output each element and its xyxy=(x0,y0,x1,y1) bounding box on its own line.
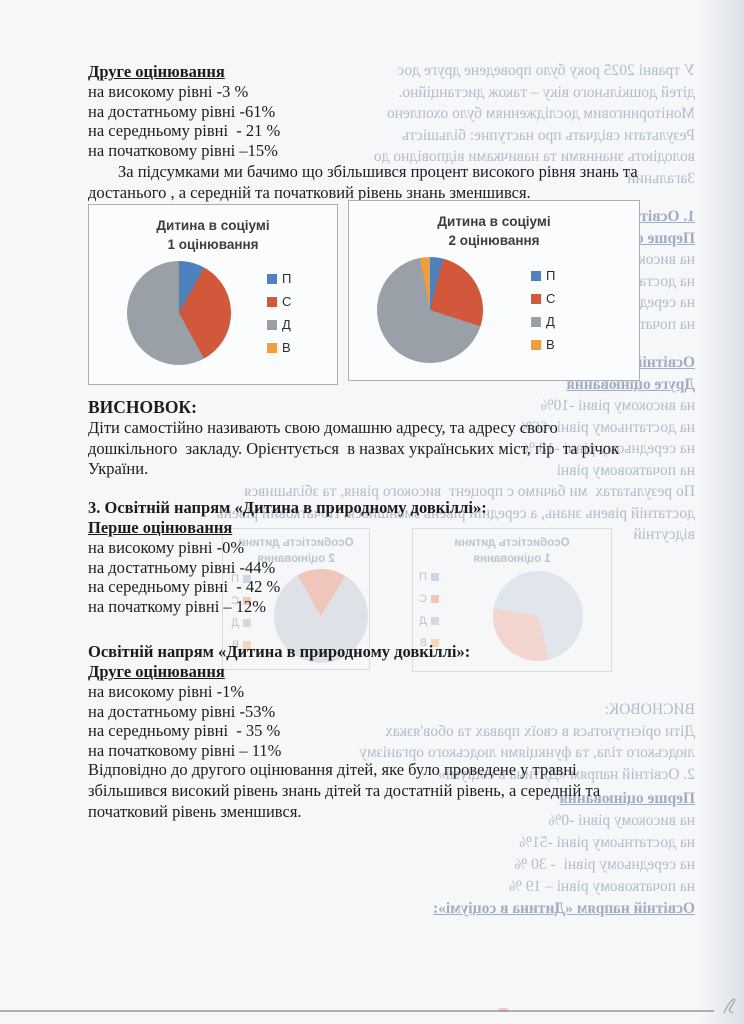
legend-label: П xyxy=(546,268,556,283)
pencil-mark xyxy=(723,998,736,1014)
level-line: на високому рівні -3 % xyxy=(88,82,249,101)
legend-label: В xyxy=(546,337,555,352)
bleed-legend-label: Д xyxy=(231,617,239,629)
final-paragraph: Відповідно до другого оцінювання дітей, … xyxy=(88,760,668,822)
final-line: Відповідно до другого оцінювання дітей, … xyxy=(88,760,577,780)
bleed-legend-label: Д xyxy=(419,615,427,627)
level-list: на високому рівні -0% на достатньому рівн… xyxy=(88,538,668,616)
bleed-legend-item: Д xyxy=(419,615,439,627)
legend-item: В xyxy=(531,337,555,352)
section-nature-second: Освітній напрям «Дитина в природному дов… xyxy=(88,641,668,822)
bleed-line: на середньому рівні - 30 % xyxy=(514,856,695,873)
legend-item: С xyxy=(531,291,555,306)
legend-label: Д xyxy=(282,317,291,332)
bleed-line: на початковому рівні – 19 % xyxy=(508,878,695,895)
bleed-line: Освітній напрям «Дитина в соціумі»: xyxy=(433,900,695,917)
bleed-legend-swatch xyxy=(430,617,439,625)
bleed-pie-chart xyxy=(274,569,368,663)
legend-item: Д xyxy=(267,317,291,332)
level-list: на високому рівні -1% на достатньому рівн… xyxy=(88,682,668,760)
legend-color-swatch xyxy=(531,339,541,350)
chart-title: Дитина в соціумі 1 оцінювання xyxy=(156,218,270,252)
conclusion-heading: ВИСНОВОК: xyxy=(88,397,197,417)
level-list: на високому рівні -3 % на достатньому рів… xyxy=(88,82,668,160)
level-line: на високому рівні -1% xyxy=(88,682,245,701)
scan-bottom-line xyxy=(0,1010,714,1012)
summary-line: достанього , а середній та початковий рі… xyxy=(88,182,531,202)
legend-label: С xyxy=(546,291,556,306)
level-line: на початковому рівні –15% xyxy=(88,140,278,160)
level-line: на початкому рівні – 12% xyxy=(88,596,267,616)
legend-item: С xyxy=(267,294,291,309)
conclusion-line: України. xyxy=(88,459,149,479)
level-line: на достатньому рівні -61% xyxy=(88,101,276,121)
legend-color-swatch xyxy=(267,273,277,284)
pie-chart xyxy=(127,261,231,365)
level-line: на достатньому рівні -53% xyxy=(88,701,276,721)
legend-color-swatch xyxy=(267,296,277,307)
section-nature-first: 3. Освітній напрям «Дитина в природному … xyxy=(88,497,668,616)
bleed-pie-chart xyxy=(493,571,583,661)
heading-nature-domain-2: Освітній напрям «Дитина в природному дов… xyxy=(88,642,471,661)
level-line: на достатньому рівні -44% xyxy=(88,557,276,577)
summary-line: За підсумками ми бачимо що збільшився пр… xyxy=(118,162,638,182)
legend-color-swatch xyxy=(267,319,277,330)
legend-color-swatch xyxy=(531,270,541,281)
bleed-legend-item: Д xyxy=(231,617,251,629)
scan-speck xyxy=(498,1008,508,1012)
pie-chart xyxy=(377,257,483,363)
final-line: збільшився високий рівень знань дітей та… xyxy=(88,780,601,800)
conclusion-line: Діти самостійно називають свою домашню а… xyxy=(88,418,558,437)
legend-label: В xyxy=(282,340,291,355)
legend-color-swatch xyxy=(531,293,541,304)
conclusion-paragraph: Діти самостійно називають свою домашню а… xyxy=(88,418,668,480)
chart-title: Дитина в соціумі 2 оцінювання xyxy=(437,214,551,248)
page-edge-shadow xyxy=(700,0,744,1024)
legend-item: П xyxy=(267,271,291,286)
bleed-line: на достатньому рівні -51% xyxy=(519,834,695,851)
legend-label: П xyxy=(282,271,292,286)
section-conclusion: ВИСНОВОК: Діти самостійно називають свою… xyxy=(88,396,668,480)
heading-first-assessment: Перше оцінювання xyxy=(88,518,233,537)
level-line: на середньому рівні - 42 % xyxy=(88,577,281,597)
summary-paragraph: За підсумками ми бачимо що збільшився пр… xyxy=(88,162,668,203)
legend-color-swatch xyxy=(267,342,277,353)
legend-item: П xyxy=(531,268,555,283)
final-line: початковий рівень зменшився. xyxy=(88,801,302,821)
section-social-second-assessment: Друге оцінювання на високому рівні -3 % н… xyxy=(88,62,668,204)
level-line: на середньому рівні - 35 % xyxy=(88,721,281,741)
heading-nature-domain: 3. Освітній напрям «Дитина в природному … xyxy=(88,498,487,517)
heading-second-assessment-2: Друге оцінювання xyxy=(88,662,225,681)
conclusion-line: дошкільного закладу. Орієнтується в назв… xyxy=(88,438,620,458)
level-line: на високому рівні -0% xyxy=(88,538,245,557)
bleed-legend-swatch xyxy=(242,619,251,627)
legend-item: Д xyxy=(531,314,555,329)
legend-label: С xyxy=(282,294,292,309)
level-line: на середньому рівні - 21 % xyxy=(88,121,281,141)
heading-second-assessment: Друге оцінювання xyxy=(88,62,225,81)
legend-color-swatch xyxy=(531,316,541,327)
legend-label: Д xyxy=(546,314,555,329)
legend-item: В xyxy=(267,340,291,355)
level-line: на початковому рівні – 11% xyxy=(88,740,282,760)
